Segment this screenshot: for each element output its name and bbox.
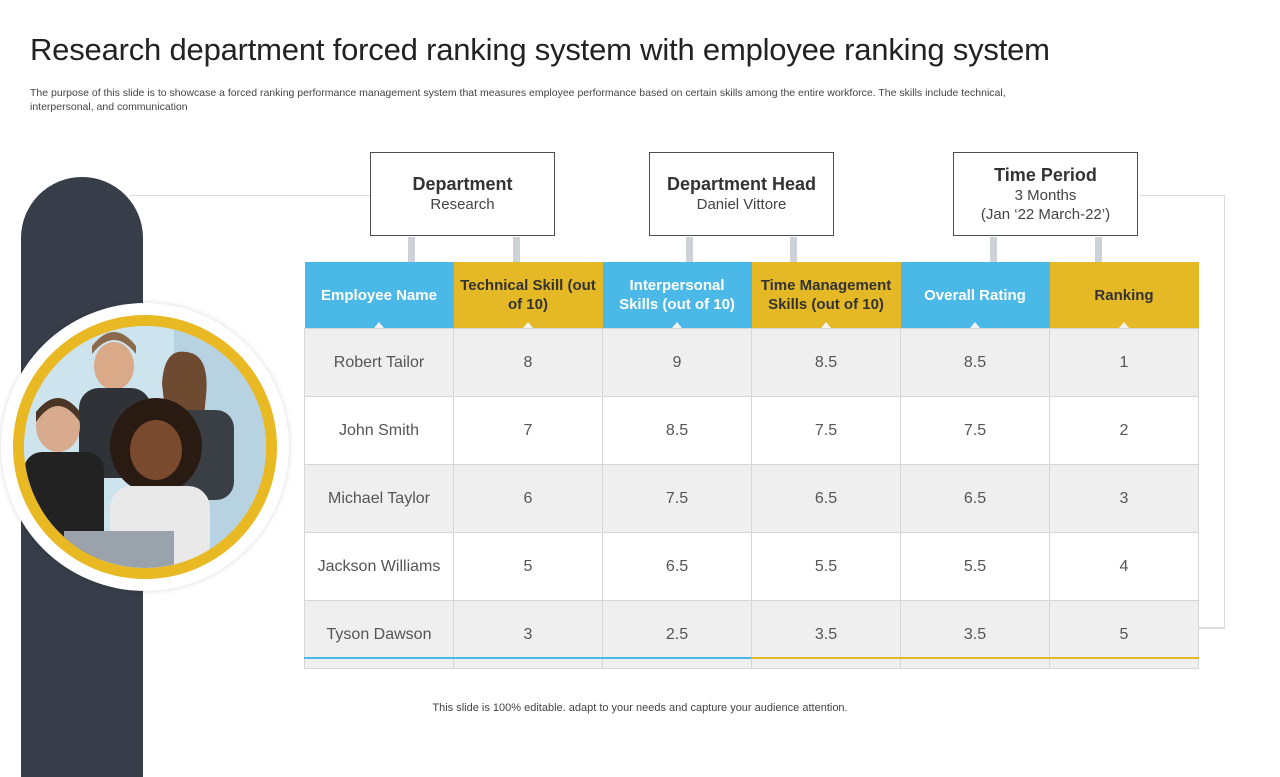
table-row: Jackson Williams 5 6.5 5.5 5.5 4 xyxy=(304,532,1199,601)
cell-time-management: 6.5 xyxy=(751,464,901,533)
header-interpersonal-skills: Interpersonal Skills (out of 10) xyxy=(602,262,752,329)
table-row: John Smith 7 8.5 7.5 7.5 2 xyxy=(304,396,1199,465)
post-head-right xyxy=(790,237,797,263)
header-employee-name: Employee Name xyxy=(304,262,454,329)
post-department-right xyxy=(513,237,520,263)
cell-interpersonal-skills: 9 xyxy=(602,328,752,397)
post-department-left xyxy=(408,237,415,263)
header-technical-skill: Technical Skill (out of 10) xyxy=(453,262,603,329)
cell-employee-name: Jackson Williams xyxy=(304,532,454,601)
connector-line-left xyxy=(130,195,370,196)
ranking-table: Employee Name Technical Skill (out of 10… xyxy=(304,262,1199,669)
header-overall-rating: Overall Rating xyxy=(900,262,1050,329)
cell-technical-skill: 8 xyxy=(453,328,603,397)
time-period-label: Time Period xyxy=(994,164,1097,185)
department-head-label: Department Head xyxy=(666,174,817,194)
cell-ranking: 2 xyxy=(1049,396,1199,465)
cell-time-management: 7.5 xyxy=(751,396,901,465)
table-row: Robert Tailor 8 9 8.5 8.5 1 xyxy=(304,328,1199,397)
slide-subtitle: The purpose of this slide is to showcase… xyxy=(30,87,1006,113)
slide-title: Research department forced ranking syste… xyxy=(30,32,1050,67)
cell-interpersonal-skills: 7.5 xyxy=(602,464,752,533)
time-period-box: Time Period 3 Months (Jan ‘22 March-22’) xyxy=(953,152,1138,236)
time-period-value: 3 Months xyxy=(1014,186,1077,204)
cell-employee-name: Robert Tailor xyxy=(304,328,454,397)
post-period-right xyxy=(1095,237,1102,263)
cell-technical-skill: 5 xyxy=(453,532,603,601)
cell-ranking: 4 xyxy=(1049,532,1199,601)
cell-overall-rating: 6.5 xyxy=(900,464,1050,533)
connector-line-right-bottom xyxy=(1199,627,1224,628)
post-period-left xyxy=(990,237,997,263)
slide-footer: This slide is 100% editable. adapt to yo… xyxy=(432,702,848,714)
header-time-management-skills: Time Management Skills (out of 10) xyxy=(751,262,901,329)
cell-overall-rating: 8.5 xyxy=(900,328,1050,397)
cell-employee-name: Michael Taylor xyxy=(304,464,454,533)
post-head-left xyxy=(686,237,693,263)
cell-time-management: 8.5 xyxy=(751,328,901,397)
time-period-range: (Jan ‘22 March-22’) xyxy=(980,205,1111,223)
cell-overall-rating: 7.5 xyxy=(900,396,1050,465)
department-head-box: Department Head Daniel Vittore xyxy=(649,152,834,236)
team-photo-illustration xyxy=(24,326,266,568)
cell-employee-name: John Smith xyxy=(304,396,454,465)
cell-ranking: 1 xyxy=(1049,328,1199,397)
cell-ranking: 3 xyxy=(1049,464,1199,533)
header-ranking: Ranking xyxy=(1049,262,1199,329)
department-value: Research xyxy=(430,196,495,213)
cell-interpersonal-skills: 6.5 xyxy=(602,532,752,601)
table-bottom-accent-gold xyxy=(751,657,1199,659)
cell-technical-skill: 7 xyxy=(453,396,603,465)
cell-overall-rating: 5.5 xyxy=(900,532,1050,601)
table-row: Michael Taylor 6 7.5 6.5 6.5 3 xyxy=(304,464,1199,533)
cell-technical-skill: 6 xyxy=(453,464,603,533)
department-head-value: Daniel Vittore xyxy=(696,196,787,213)
cell-time-management: 5.5 xyxy=(751,532,901,601)
table-header-row: Employee Name Technical Skill (out of 10… xyxy=(304,262,1199,329)
department-label: Department xyxy=(412,174,513,194)
department-box: Department Research xyxy=(370,152,555,236)
cell-interpersonal-skills: 8.5 xyxy=(602,396,752,465)
team-photo xyxy=(24,326,266,568)
